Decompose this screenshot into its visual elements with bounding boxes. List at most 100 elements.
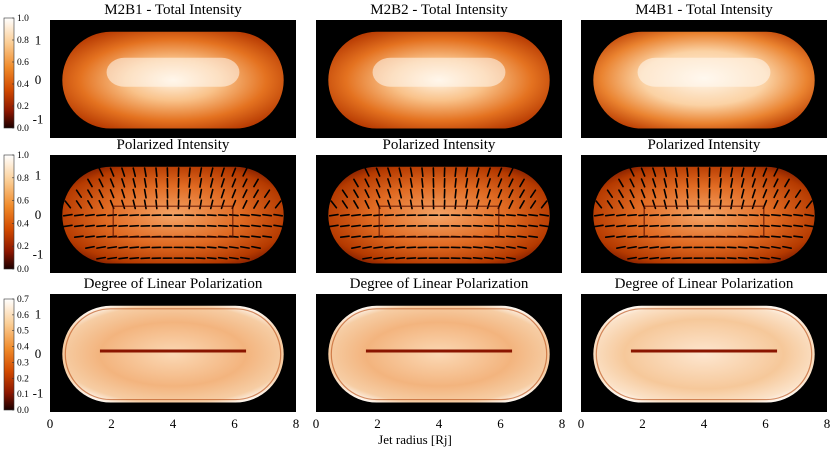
polarization-vector [475,167,480,178]
polarization-vector [107,246,118,249]
polarization-vector [242,178,248,188]
polarization-vector [494,235,505,238]
polarization-vector [362,245,372,249]
polarization-vector [773,199,779,210]
polarization-vector [740,199,745,210]
x-tick-label: 6 [762,416,769,431]
polarization-vector [353,189,359,199]
polarization-vector [465,188,469,199]
polarization-vector [784,178,790,188]
edge-contour [330,308,548,401]
polarization-vector [364,189,370,199]
polarization-vector [486,178,491,188]
x-tick-label: 0 [578,416,585,431]
polarization-vector [472,246,483,249]
polarization-vector [604,224,615,228]
polarization-vector [782,235,792,238]
polarization-vector [384,256,395,260]
panel-ti-3: M4B1 - Total Intensity [581,2,827,138]
polarization-vector [486,188,491,199]
polarization-vector [217,246,228,249]
panel-title: M4B1 - Total Intensity [635,2,773,18]
polarization-vector [262,213,273,217]
polarization-vector [784,199,790,209]
polarization-vector [674,199,678,210]
polarization-vector [486,167,491,177]
polarization-vector [618,199,624,209]
polarization-vector [497,178,503,188]
polarization-vector [73,235,84,239]
polarization-vector [328,224,339,228]
polarization-vector [362,213,373,217]
polarization-vector [782,224,792,228]
y-tick-label: 0 [35,346,42,361]
polarization-vector [242,189,248,199]
polarization-vector [483,256,494,260]
polarization-vector [771,245,781,249]
polarization-vector [508,189,514,199]
polarization-vector [663,188,668,199]
x-tick-label: 8 [559,416,566,431]
polarization-vector [638,256,649,260]
polarization-vector [398,167,403,178]
polarization-vector [794,200,802,209]
polarization-vector [671,246,682,249]
polarization-vector [96,256,106,260]
panel-pi-1: Polarized Intensity 1 0 -1 [33,137,296,273]
polarization-vector [364,199,370,210]
polarization-vector [674,177,678,188]
polarization-vector [351,235,361,238]
polarization-vector [206,246,217,249]
polarization-vector [616,235,626,238]
panel-title: Degree of Linear Polarization [84,276,263,292]
polarization-vector [759,214,770,217]
polarization-vector [730,199,734,210]
polarization-vector [629,178,635,188]
polarization-vector [652,188,657,199]
polarization-vector [638,235,649,238]
polarization-vector [253,189,259,199]
polarization-vector [793,213,804,217]
colorbar-tick-label: 0.2 [17,102,29,112]
polarization-vector [242,167,248,177]
jet-emission [593,305,815,403]
polarization-vector [719,188,722,199]
polarization-vector [748,246,759,249]
polarization-vector [253,178,259,188]
polarization-vector [228,256,239,260]
polarization-vector [409,167,413,178]
polarization-vector [155,199,158,210]
polarization-vector [273,224,284,228]
intensity-core [106,57,240,87]
polarization-vector [475,199,480,210]
polarization-vector [759,246,770,249]
edge-contour [595,308,813,401]
polarization-vector [593,213,604,217]
y-tick-label: 0 [35,207,42,222]
polarization-vector [398,188,403,199]
polarization-vector [604,235,615,239]
polarization-vector [649,246,660,249]
polarization-vector [242,199,248,210]
polarization-vector [373,256,384,260]
polarization-vector [508,167,514,177]
polarization-vector [121,199,126,210]
polarization-vector [87,178,93,188]
polarization-vector [719,177,722,188]
colorbar-tick-label: 0.2 [17,242,29,252]
polarization-vector [616,224,626,228]
polarization-vector [686,188,689,199]
polarization-vector [107,224,118,228]
polarization-vector [273,213,284,217]
polarization-vector [274,200,282,209]
polarization-vector [341,200,349,209]
polarization-vector [627,245,637,249]
polarization-vector [217,224,228,228]
panel-dp-2: Degree of Linear Polarization [316,276,562,412]
inner-structure [378,205,500,238]
polarization-vector [663,199,668,210]
y-tick-label: -1 [33,246,44,261]
polarization-vector [804,224,815,228]
polarization-vector [330,200,338,209]
polarization-vector [387,167,392,177]
